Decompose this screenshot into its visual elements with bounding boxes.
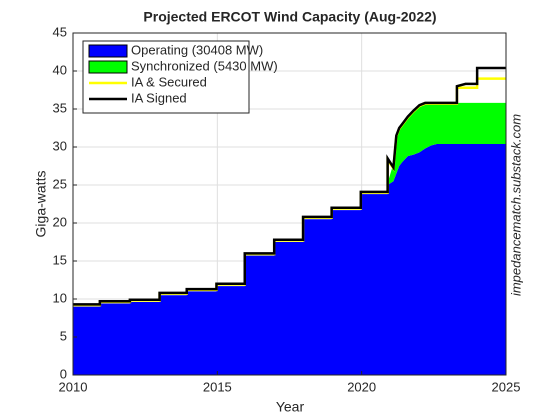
legend-swatch xyxy=(88,44,128,58)
y-tick-label: 30 xyxy=(53,138,67,153)
legend-label: IA Signed xyxy=(131,90,187,105)
x-tick-label: 2025 xyxy=(492,379,521,394)
axes-box xyxy=(72,32,507,376)
legend-label: Synchronized (5430 MW) xyxy=(131,58,278,73)
y-tick-label: 0 xyxy=(60,366,67,381)
legend-swatch xyxy=(88,60,128,74)
y-tick-label: 10 xyxy=(53,290,67,305)
x-tick-label: 2020 xyxy=(347,379,376,394)
y-tick-label: 15 xyxy=(53,252,67,267)
y-tick-label: 35 xyxy=(53,100,67,115)
chart-title: Projected ERCOT Wind Capacity (Aug-2022) xyxy=(143,9,436,25)
y-tick-label: 20 xyxy=(53,214,67,229)
x-axis-label: Year xyxy=(276,399,305,415)
y-axis-label: Giga-watts xyxy=(33,171,49,238)
y-tick-label: 40 xyxy=(53,62,67,77)
legend-label: Operating (30408 MW) xyxy=(131,42,263,57)
area xyxy=(73,143,506,375)
y-tick-label: 25 xyxy=(53,176,67,191)
legend: Operating (30408 MW)Synchronized (5430 M… xyxy=(82,40,278,114)
area xyxy=(73,102,506,307)
legend-label: IA & Secured xyxy=(131,74,207,89)
y-tick-label: 5 xyxy=(60,328,67,343)
y-tick-label: 45 xyxy=(53,24,67,39)
x-tick-label: 2010 xyxy=(59,379,88,394)
x-tick-label: 2015 xyxy=(203,379,232,394)
watermark: impedancematch.substack.com xyxy=(508,114,523,296)
line xyxy=(73,66,506,306)
